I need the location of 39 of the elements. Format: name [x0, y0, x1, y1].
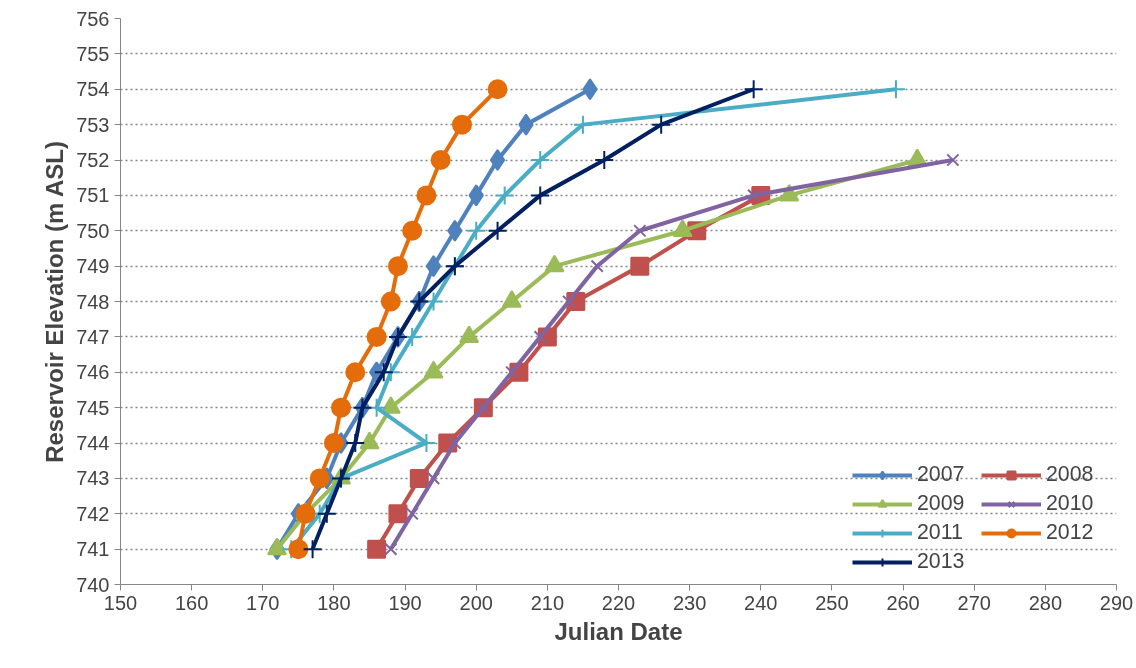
y-tick-label: 746: [76, 361, 110, 384]
legend-label: 2012: [1046, 520, 1095, 545]
legend-label: 2007: [917, 462, 966, 487]
y-tick-label: 750: [76, 219, 110, 242]
y-axis-title: Reservoir Elevation (m ASL): [41, 141, 69, 463]
x-tick-label: 230: [672, 591, 707, 614]
x-tick-label: 270: [957, 591, 991, 614]
y-tick-label: 751: [76, 184, 110, 207]
y-tick-label: 753: [76, 113, 110, 136]
x-tick-label: 180: [317, 591, 351, 614]
y-tick-label: 744: [76, 432, 110, 454]
x-tick-label: 220: [601, 591, 636, 614]
x-tick-label: 240: [744, 591, 778, 614]
x-tick-label: 290: [1099, 591, 1134, 614]
y-tick-label: 754: [76, 78, 110, 101]
y-tick-label: 749: [76, 255, 110, 278]
x-tick-label: 200: [459, 591, 493, 614]
y-tick-label: 748: [76, 290, 110, 313]
x-tick-label: 250: [815, 591, 849, 614]
x-axis-title: Julian Date: [554, 617, 683, 645]
legend-label: 2009: [917, 491, 966, 516]
y-tick-label: 756: [76, 7, 110, 30]
x-tick-label: 190: [388, 591, 422, 614]
legend-label: 2010: [1046, 491, 1095, 516]
y-tick-label: 752: [76, 149, 110, 171]
x-tick-label: 280: [1028, 591, 1063, 614]
y-tick-label: 743: [76, 467, 110, 490]
legend-label: 2008: [1046, 462, 1095, 487]
legend-label: 2013: [917, 549, 966, 574]
x-tick-label: 260: [886, 591, 920, 614]
y-tick-label: 755: [76, 42, 110, 65]
legend-label: 2011: [917, 520, 964, 545]
x-tick-label: 170: [246, 591, 280, 614]
x-tick-label: 210: [530, 591, 565, 614]
y-tick-label: 745: [76, 396, 110, 419]
x-tick-label: 160: [174, 591, 209, 614]
y-tick-label: 747: [76, 325, 110, 348]
y-tick-label: 742: [76, 502, 110, 525]
y-tick-label: 741: [76, 538, 110, 561]
